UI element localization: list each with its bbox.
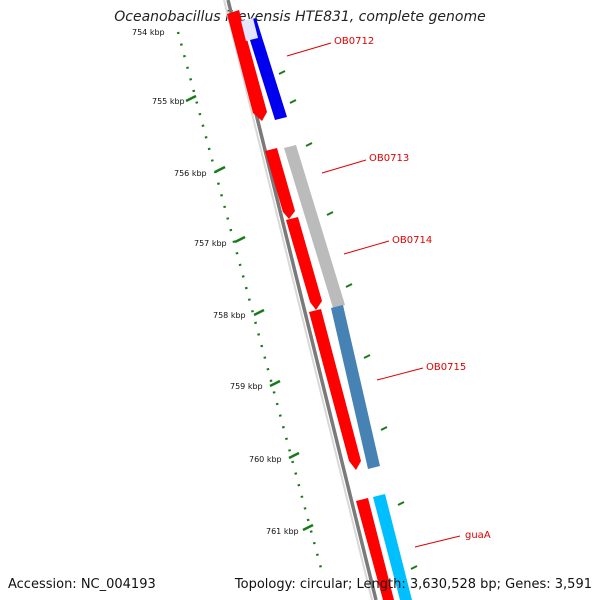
callout-line-OB0714 <box>343 240 390 255</box>
scale-tick <box>302 523 314 532</box>
gene-block-OB0715 <box>331 305 380 469</box>
scale-tick <box>253 308 265 317</box>
scale-label-756: 756 kbp <box>174 169 207 178</box>
gene-block-OB0713-OB0714 <box>284 145 345 308</box>
scale-tick <box>214 165 226 174</box>
scale-tick <box>234 235 246 244</box>
gene-label-guaA[interactable]: guaA <box>465 530 491 541</box>
genome-summary-text: Topology: circular; Length: 3,630,528 bp… <box>234 577 592 592</box>
accession-text: Accession: NC_004193 <box>8 577 156 592</box>
map-title: Oceanobacillus iheyensis HTE831, complet… <box>114 9 486 25</box>
callout-line-OB0712 <box>286 42 332 57</box>
inner-tick <box>326 211 334 216</box>
gene-label-OB0713[interactable]: OB0713 <box>369 153 409 164</box>
red-cds-strand <box>227 10 394 600</box>
inner-tick <box>410 565 418 570</box>
scale-tick <box>185 94 197 103</box>
scale-tick-group <box>185 94 314 532</box>
scale-label-757: 757 kbp <box>194 239 227 248</box>
inner-tick <box>397 501 405 506</box>
gene-callouts: OB0712 OB0713 OB0714 OB0715 guaA <box>286 36 491 548</box>
scale-label-754: 754 kbp <box>132 28 165 37</box>
inner-tick <box>305 142 313 147</box>
scale-labels: 754 kbp 755 kbp 756 kbp 757 kbp 758 kbp … <box>132 28 299 536</box>
red-cds-arrow <box>265 148 295 219</box>
scale-tick <box>288 451 300 460</box>
scale-label-761: 761 kbp <box>266 527 299 536</box>
gene-block-OB0712 <box>244 18 287 120</box>
inner-tick <box>289 99 297 104</box>
gene-label-OB0714[interactable]: OB0714 <box>392 235 432 246</box>
scale-label-755: 755 kbp <box>152 97 185 106</box>
red-cds-arrow <box>227 10 267 121</box>
gene-block-guaA <box>373 494 412 600</box>
callout-line-OB0715 <box>376 367 424 381</box>
scale-label-760: 760 kbp <box>249 455 282 464</box>
inner-ticks <box>278 70 418 570</box>
inner-tick <box>278 70 286 75</box>
scale-label-758: 758 kbp <box>213 311 246 320</box>
gene-block-fade <box>241 18 258 41</box>
inner-tick <box>380 426 388 431</box>
red-cds-arrow <box>309 309 361 470</box>
gene-blocks <box>241 18 412 600</box>
inner-tick <box>363 354 371 359</box>
gene-label-OB0712[interactable]: OB0712 <box>334 36 374 47</box>
gene-label-OB0715[interactable]: OB0715 <box>426 362 466 373</box>
scale-tick <box>269 379 281 388</box>
inner-tick <box>345 283 353 288</box>
outer-backbone <box>223 0 378 600</box>
callout-line-guaA <box>414 535 461 548</box>
callout-line-OB0713 <box>321 159 367 174</box>
scale-label-759: 759 kbp <box>230 382 263 391</box>
red-cds-arrow <box>286 217 322 310</box>
red-cds-arrow <box>356 498 394 600</box>
dotted-scale-track <box>176 31 324 573</box>
